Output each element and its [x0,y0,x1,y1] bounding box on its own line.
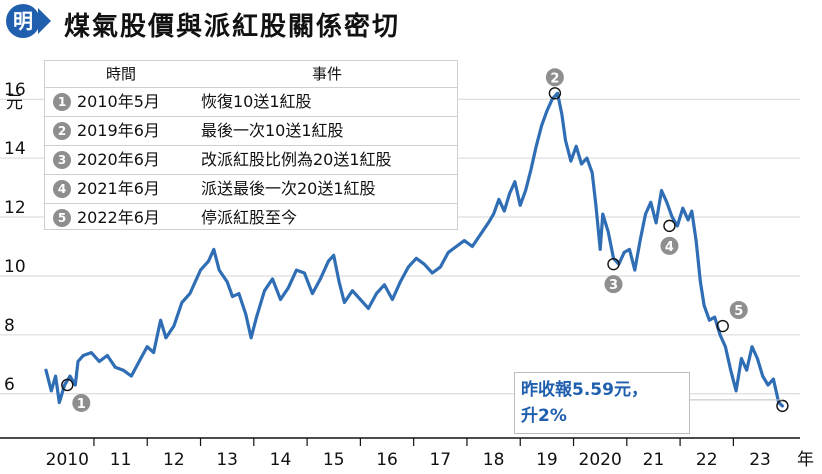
event-time: 2010年5月 [77,92,160,111]
y-axis-unit-label: 元 [6,93,23,113]
event-marker-number: 2 [550,71,559,86]
y-tick-label: 14 [4,139,26,159]
x-tick-label: 16 [376,450,398,470]
x-tick-label: 17 [429,450,451,470]
legend-row: 5 2022年6月 停派紅股至今 [45,204,457,232]
legend-row: 4 2021年6月 派送最後一次20送1紅股 [45,175,457,204]
chart-markers: 1 2 3 4 5 [61,68,789,413]
legend-col-time: 時間 [105,65,136,83]
event-marker-badge [729,301,748,320]
legend-row: 2 2019年6月 最後一次10送1紅股 [45,117,457,146]
y-tick-label: 16 [4,80,26,100]
x-tick-label: 2020 [579,450,622,470]
x-tick-label: 13 [216,450,238,470]
event-marker-circle [548,87,562,100]
x-tick-label: 14 [270,450,292,470]
event-number-badge: 1 [53,93,71,111]
event-description: 最後一次10送1紅股 [201,121,344,140]
x-axis-unit-label: 年 [797,450,814,470]
x-tick-label: 21 [643,450,665,470]
event-time: 2020年6月 [77,150,160,169]
event-marker-badge [660,236,679,255]
event-marker-circle [716,319,729,333]
x-tick-label: 12 [163,450,185,470]
callout-line-change: 升2% [521,406,567,426]
legend-col-event: 事件 [311,65,342,83]
y-tick-label: 12 [4,198,26,218]
x-tick-label: 11 [110,450,132,470]
event-marker-badge [604,275,623,294]
newspaper-logo-badge: 明 [6,4,40,38]
y-tick-label: 8 [4,316,15,336]
event-time: 2022年6月 [77,208,160,227]
event-legend-table: 時間 事件 1 2010年5月 恢復10送1紅股 2 2019年6月 最後一次10送… [44,60,458,230]
closing-price-callout: 昨收報5.59元， 升2% [514,372,690,434]
y-tick-label: 6 [4,375,15,395]
event-marker-circle [607,257,620,271]
chart-series [44,91,784,408]
event-description: 派送最後一次20送1紅股 [201,179,376,198]
legend-row: 1 2010年5月 恢復10送1紅股 [45,88,457,117]
event-marker-circle [61,378,74,392]
event-number-badge: 5 [53,209,71,227]
event-number-badge: 2 [53,122,71,140]
legend-row: 3 2020年6月 改派紅股比例為20送1紅股 [45,146,457,175]
event-marker-badge [72,393,91,412]
event-marker-badge [545,68,564,87]
event-description: 恢復10送1紅股 [201,92,312,111]
x-tick-label: 22 [696,450,718,470]
x-tick-label: 2010 [46,450,89,470]
event-marker-circle [663,219,676,233]
event-marker-number: 3 [609,278,618,293]
event-marker-number: 4 [665,240,674,255]
event-time: 2019年6月 [77,121,160,140]
x-tick-label: 18 [483,450,505,470]
x-tick-label: 15 [323,450,345,470]
x-tick-label: 19 [536,450,558,470]
title-bar: 明 煤氣股價與派紅股關係密切 [0,0,822,44]
event-marker-number: 5 [734,304,743,319]
event-description: 改派紅股比例為20送1紅股 [201,150,392,169]
event-number-badge: 4 [53,180,71,198]
x-tick-label: 23 [749,450,771,470]
price-series-line [44,91,784,408]
chart-title: 煤氣股價與派紅股關係密切 [64,12,401,42]
callout-line-price: 昨收報5.59元， [521,380,648,400]
title-arrow-icon [38,8,51,34]
event-marker-number: 1 [77,397,86,412]
event-number-badge: 3 [53,151,71,169]
legend-header-row: 時間 事件 [45,61,457,88]
event-time: 2021年6月 [77,179,160,198]
event-description: 停派紅股至今 [201,208,298,227]
y-tick-label: 10 [4,257,26,277]
